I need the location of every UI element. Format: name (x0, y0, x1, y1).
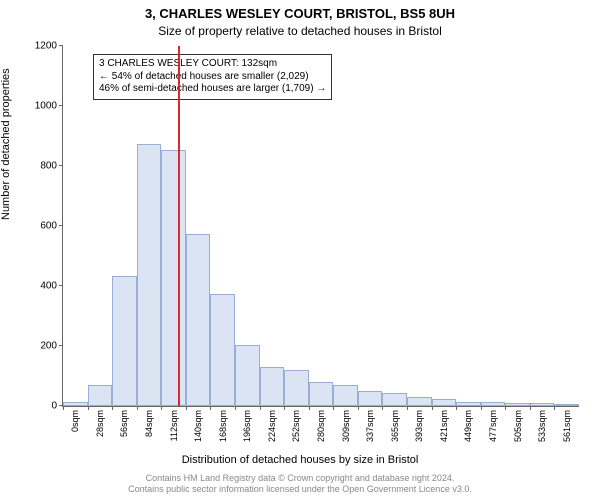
histogram-bar (456, 402, 481, 407)
histogram-bar (554, 404, 579, 406)
histogram-bar (161, 150, 186, 407)
x-tick-label: 561sqm (562, 410, 572, 442)
histogram-bar (210, 294, 235, 407)
y-tick-mark (59, 165, 63, 166)
x-tick-mark (505, 406, 506, 410)
y-tick-mark (59, 345, 63, 346)
y-tick-label: 400 (40, 281, 63, 292)
histogram-bar (333, 385, 358, 406)
x-tick-mark (186, 406, 187, 410)
histogram-bar (112, 276, 137, 407)
attribution-line: Contains public sector information licen… (0, 484, 600, 496)
x-tick-mark (309, 406, 310, 410)
histogram-bar (235, 345, 260, 407)
chart-title: 3, CHARLES WESLEY COURT, BRISTOL, BS5 8U… (0, 6, 600, 21)
x-tick-label: 0sqm (70, 410, 80, 432)
x-tick-label: 421sqm (439, 410, 449, 442)
x-tick-mark (137, 406, 138, 410)
y-tick-label: 200 (40, 341, 63, 352)
annotation-box: 3 CHARLES WESLEY COURT: 132sqm ← 54% of … (93, 54, 332, 100)
histogram-bar (88, 385, 113, 406)
x-tick-label: 252sqm (291, 410, 301, 442)
x-tick-mark (161, 406, 162, 410)
x-tick-mark (88, 406, 89, 410)
histogram-bar (260, 367, 285, 406)
x-tick-label: 224sqm (267, 410, 277, 442)
x-tick-label: 533sqm (537, 410, 547, 442)
x-tick-mark (530, 406, 531, 410)
annotation-line: 3 CHARLES WESLEY COURT: 132sqm (99, 58, 326, 71)
chart-subtitle: Size of property relative to detached ho… (0, 24, 600, 38)
x-tick-mark (63, 406, 64, 410)
x-tick-label: 140sqm (193, 410, 203, 442)
x-tick-label: 393sqm (414, 410, 424, 442)
histogram-bar (63, 402, 88, 407)
histogram-bar (382, 393, 407, 407)
plot-area: 3 CHARLES WESLEY COURT: 132sqm ← 54% of … (62, 46, 579, 407)
x-tick-mark (235, 406, 236, 410)
y-tick-label: 800 (40, 161, 63, 172)
attribution-line: Contains HM Land Registry data © Crown c… (0, 473, 600, 485)
x-tick-label: 477sqm (488, 410, 498, 442)
x-tick-mark (481, 406, 482, 410)
annotation-line: 46% of semi-detached houses are larger (… (99, 83, 326, 96)
x-tick-mark (260, 406, 261, 410)
histogram-bar (186, 234, 211, 407)
x-tick-mark (284, 406, 285, 410)
x-tick-mark (333, 406, 334, 410)
x-tick-mark (554, 406, 555, 410)
x-axis-label: Distribution of detached houses by size … (0, 454, 600, 466)
histogram-bar (358, 391, 383, 406)
x-tick-mark (456, 406, 457, 410)
histogram-bar (481, 402, 506, 407)
attribution: Contains HM Land Registry data © Crown c… (0, 473, 600, 496)
histogram-bar (432, 399, 457, 407)
y-tick-mark (59, 285, 63, 286)
reference-line (178, 46, 180, 406)
histogram-bar (407, 397, 432, 406)
x-tick-label: 365sqm (390, 410, 400, 442)
x-tick-mark (358, 406, 359, 410)
x-tick-label: 168sqm (218, 410, 228, 442)
x-tick-mark (112, 406, 113, 410)
x-tick-label: 196sqm (242, 410, 252, 442)
histogram-bar (309, 382, 334, 406)
x-tick-mark (382, 406, 383, 410)
histogram-bar (137, 144, 162, 407)
x-tick-label: 84sqm (144, 410, 154, 437)
x-tick-mark (407, 406, 408, 410)
x-tick-label: 309sqm (341, 410, 351, 442)
x-tick-label: 112sqm (169, 410, 179, 441)
x-tick-label: 28sqm (95, 410, 105, 437)
histogram-bar (284, 370, 309, 406)
x-tick-label: 280sqm (316, 410, 326, 442)
histogram-bar (505, 403, 530, 406)
x-tick-mark (432, 406, 433, 410)
annotation-line: ← 54% of detached houses are smaller (2,… (99, 71, 326, 84)
x-tick-label: 337sqm (365, 410, 375, 442)
y-axis-label: Number of detached properties (0, 68, 12, 220)
x-tick-label: 505sqm (513, 410, 523, 442)
y-tick-mark (59, 45, 63, 46)
y-tick-label: 600 (40, 221, 63, 232)
y-tick-mark (59, 105, 63, 106)
y-tick-label: 1200 (35, 41, 63, 52)
y-tick-label: 1000 (35, 101, 63, 112)
histogram-bar (530, 403, 555, 406)
y-tick-label: 0 (51, 401, 63, 412)
y-tick-mark (59, 225, 63, 226)
x-tick-mark (210, 406, 211, 410)
x-tick-label: 56sqm (119, 410, 129, 437)
x-tick-label: 449sqm (463, 410, 473, 442)
